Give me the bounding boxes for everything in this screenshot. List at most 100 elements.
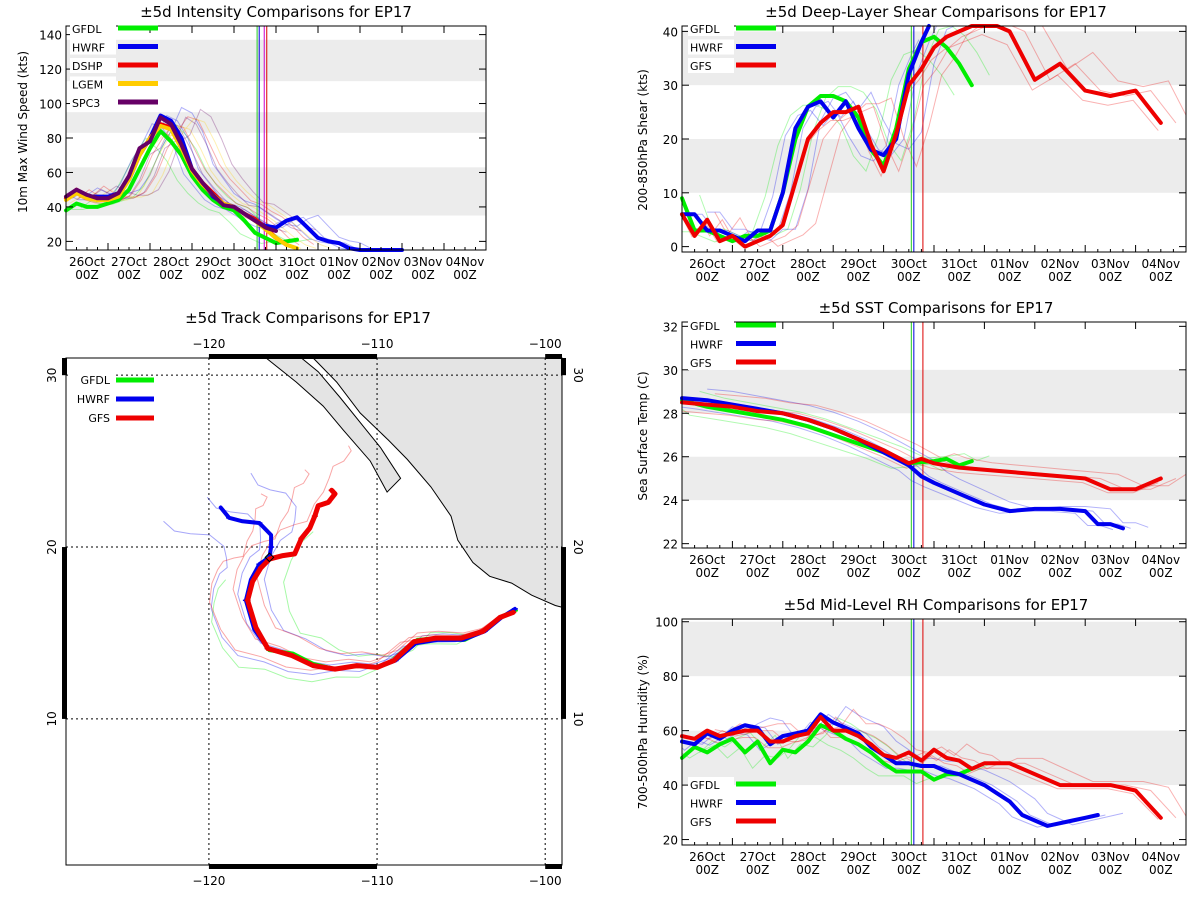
rh-ytick-label: 60 <box>663 725 678 739</box>
intensity-ytick-label: 60 <box>47 166 62 180</box>
rh-legend-bg <box>688 814 734 829</box>
lat-tick-label-right: 20 <box>571 539 585 554</box>
intensity-series-gfdl <box>64 129 299 246</box>
shear-xtick-hour: 00Z <box>1048 270 1072 284</box>
map-border-bar <box>545 864 562 869</box>
shear-xtick-hour: 00Z <box>695 270 719 284</box>
map-border-bar <box>208 354 378 359</box>
intensity-xtick-day: 04Nov <box>446 255 485 269</box>
shear-band <box>682 31 1186 86</box>
sst-xtick-hour: 00Z <box>897 566 921 580</box>
intensity-legend-bg <box>70 39 116 55</box>
rh-legend-label: HWRF <box>690 798 723 811</box>
storm-position-marker <box>264 552 275 563</box>
sst-frame <box>681 321 1187 549</box>
intensity-title: ±5d Intensity Comparisons for EP17 <box>140 3 412 21</box>
map-border-bar <box>62 358 67 376</box>
rh-xtick-hour: 00Z <box>1149 863 1173 877</box>
sst-ytick-label: 24 <box>663 494 678 508</box>
shear-xtick-hour: 00Z <box>746 270 770 284</box>
lon-tick-label-bottom: −120 <box>192 874 225 888</box>
sst-ytick-label: 22 <box>663 538 678 552</box>
intensity-legend-label: HWRF <box>72 42 105 55</box>
intensity-xtick-hour: 00Z <box>201 268 225 282</box>
rh-xtick-hour: 00Z <box>695 863 719 877</box>
rh-legend-label: GFS <box>690 816 712 829</box>
shear-legend-label: GFS <box>690 60 712 73</box>
rh-xtick-day: 27Oct <box>740 850 776 864</box>
intensity-legend-label: GFDL <box>72 23 102 36</box>
sst-ytick-label: 30 <box>663 364 678 378</box>
shear-legend-bg <box>688 58 734 73</box>
sst-series-gfs <box>680 400 1163 492</box>
rh-xtick-hour: 00Z <box>947 863 971 877</box>
intensity-ensemble-line <box>92 116 315 245</box>
intensity-chart: ±5d Intensity Comparisons for EP17 10m M… <box>16 3 487 282</box>
intensity-ytick-label: 20 <box>47 235 62 249</box>
sst-xtick-hour: 00Z <box>947 566 971 580</box>
rh-xtick-day: 03Nov <box>1091 850 1130 864</box>
rh-xtick-hour: 00Z <box>897 863 921 877</box>
shear-xtick-day: 30Oct <box>891 257 927 271</box>
rh-legend-label: GFDL <box>690 779 720 792</box>
intensity-xtick-hour: 00Z <box>453 268 477 282</box>
shear-ytick-label: 20 <box>663 133 678 147</box>
rh-band <box>682 621 1186 677</box>
track-legend-label: GFDL <box>81 374 111 387</box>
shear-xtick-day: 26Oct <box>689 257 725 271</box>
shear-ensemble-line <box>696 25 1177 248</box>
intensity-xtick-day: 02Nov <box>362 255 401 269</box>
sst-band <box>682 369 1186 414</box>
shear-xtick-day: 04Nov <box>1141 257 1180 271</box>
intensity-xtick-day: 26Oct <box>69 255 105 269</box>
map-border-bar <box>208 864 378 869</box>
intensity-xtick-hour: 00Z <box>243 268 267 282</box>
intensity-legend-label: LGEM <box>72 79 103 92</box>
shear-xtick-day: 31Oct <box>941 257 977 271</box>
rh-ensemble-line <box>714 708 1187 817</box>
lat-tick-label-right: 10 <box>571 711 585 726</box>
shear-series-gfs <box>680 24 1163 249</box>
rh-ylabel: 700-500hPa Humidity (%) <box>636 655 650 810</box>
rh-xtick-day: 29Oct <box>840 850 876 864</box>
intensity-legend-label: SPC3 <box>72 97 100 110</box>
shear-xtick-day: 29Oct <box>840 257 876 271</box>
rh-series-gfs <box>680 715 1163 820</box>
baja-peninsula <box>264 357 402 493</box>
intensity-legend-bg <box>70 21 116 36</box>
sst-series-gfdl <box>680 398 974 468</box>
intensity-xtick-day: 31Oct <box>279 255 315 269</box>
rh-xtick-hour: 00Z <box>1048 863 1072 877</box>
track-map: ±5d Track Comparisons for EP17 −120 −120 −… <box>45 309 585 888</box>
map-border-bar <box>561 358 566 376</box>
sst-ytick-label: 32 <box>663 320 678 334</box>
shear-ensemble-line <box>714 25 1187 247</box>
sst-ensemble-line <box>681 408 955 471</box>
lon-tick-label-top: −110 <box>361 337 394 351</box>
shear-xtick-day: 03Nov <box>1091 257 1130 271</box>
lon-tick-label-top: −100 <box>529 337 562 351</box>
intensity-band <box>66 112 486 133</box>
rh-chart: ±5d Mid-Level RH Comparisons for EP17 70… <box>636 596 1187 877</box>
map-border-bar <box>62 547 67 719</box>
sst-xtick-hour: 00Z <box>796 566 820 580</box>
shear-xtick-hour: 00Z <box>1099 270 1123 284</box>
sst-ytick-label: 28 <box>663 407 678 421</box>
lat-tick-label-left: 30 <box>45 368 59 383</box>
intensity-legend-bg <box>70 95 116 110</box>
intensity-legend-bg <box>70 76 116 92</box>
rh-ensemble-line <box>681 731 955 785</box>
shear-xtick-hour: 00Z <box>897 270 921 284</box>
intensity-series-spc3 <box>64 115 278 233</box>
rh-ytick-label: 40 <box>663 779 678 793</box>
shear-xtick-day: 27Oct <box>740 257 776 271</box>
shear-ytick-label: 0 <box>670 241 678 255</box>
intensity-ensemble-line <box>105 108 317 231</box>
intensity-ytick-label: 100 <box>39 98 62 112</box>
shear-band <box>682 139 1186 193</box>
rh-xtick-day: 28Oct <box>790 850 826 864</box>
intensity-xtick-hour: 00Z <box>75 268 99 282</box>
sst-xtick-hour: 00Z <box>1048 566 1072 580</box>
sst-chart: ±5d SST Comparisons for EP17 Sea Surface… <box>636 299 1187 580</box>
track-gfs <box>245 487 516 672</box>
